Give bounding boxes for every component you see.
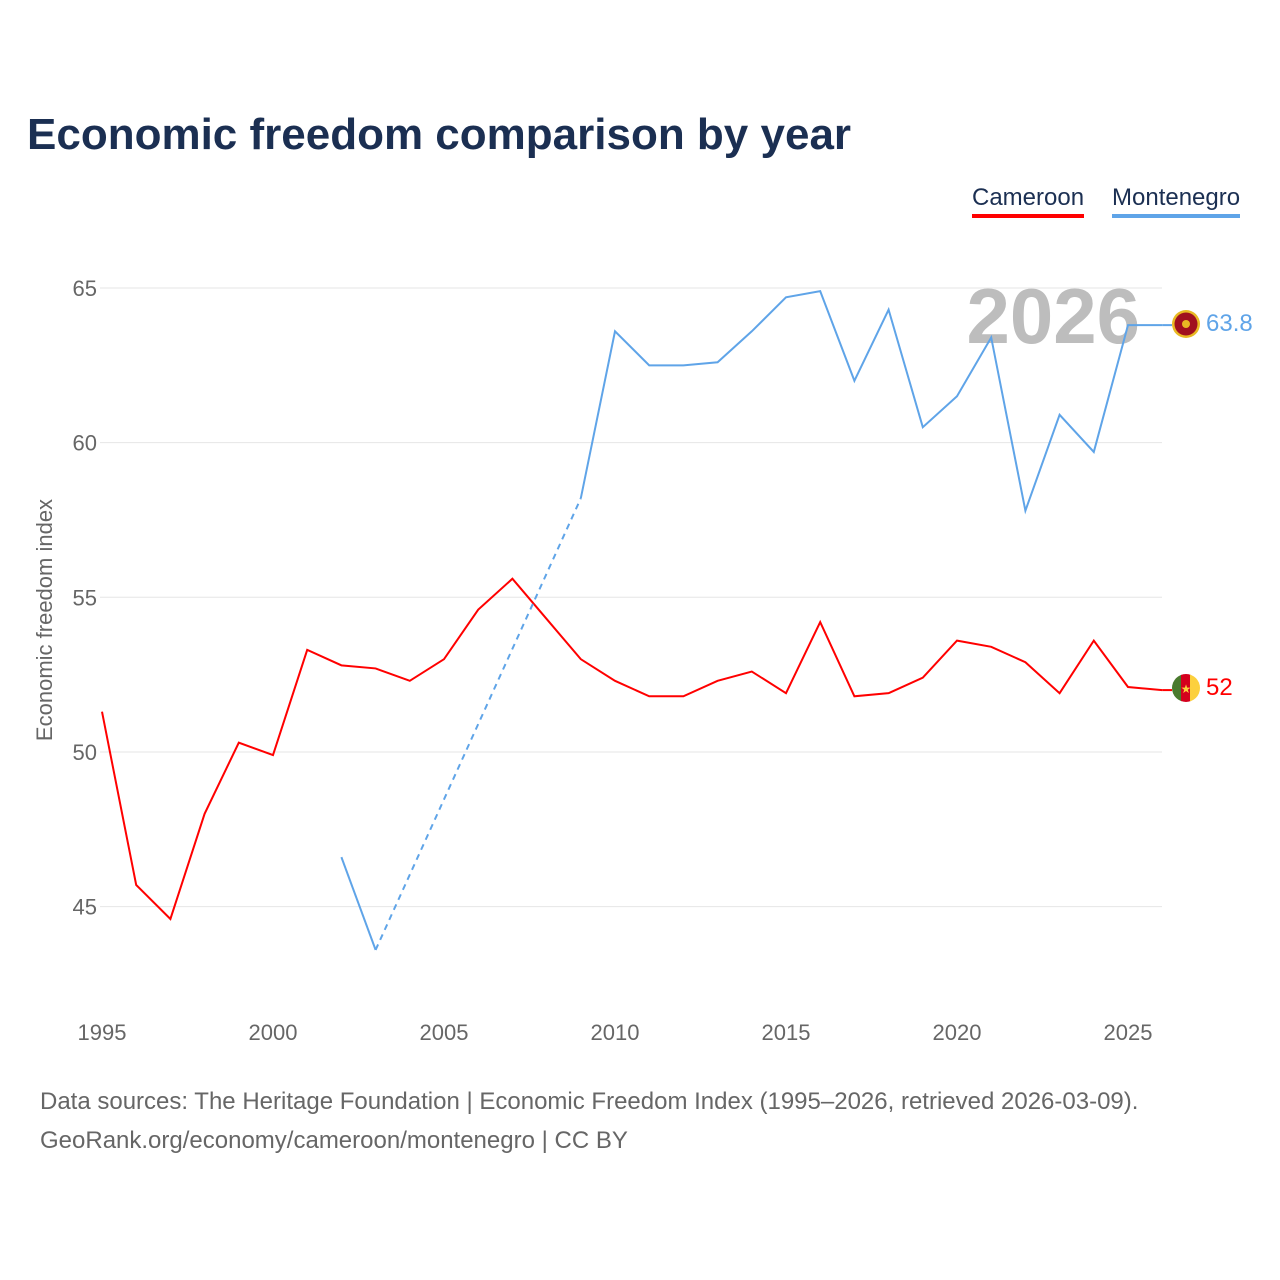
- footer-attribution[interactable]: GeoRank.org/economy/cameroon/montenegro …: [40, 1127, 628, 1154]
- x-tick-label: 2000: [249, 1020, 298, 1045]
- x-tick-label: 2010: [591, 1020, 640, 1045]
- series-line-montenegro: [340, 856, 377, 951]
- y-axis-label: Economic freedom index: [32, 499, 57, 741]
- y-tick-label: 50: [73, 740, 97, 765]
- flag-cameroon-icon: ★: [1172, 674, 1200, 702]
- end-label-cameroon: 52: [1206, 674, 1233, 701]
- y-tick-label: 60: [73, 431, 97, 456]
- y-tick-label: 45: [73, 895, 97, 920]
- series-gap-montenegro: [374, 497, 582, 951]
- y-tick-label: 65: [73, 276, 97, 301]
- x-tick-label: 2025: [1104, 1020, 1153, 1045]
- legend-cameroon[interactable]: Cameroon: [972, 184, 1085, 218]
- end-label-montenegro: 63.8: [1206, 310, 1253, 337]
- x-tick-label: 2005: [420, 1020, 469, 1045]
- series-line-montenegro: [579, 289, 1163, 515]
- legend-montenegro[interactable]: Montenegro: [1112, 184, 1241, 218]
- x-tick-label: 1995: [78, 1020, 127, 1045]
- footer-sources: Data sources: The Heritage Foundation | …: [40, 1088, 1139, 1115]
- svg-text:★: ★: [1181, 682, 1192, 696]
- flag-montenegro-icon: [1172, 310, 1200, 338]
- year-watermark: 2026: [966, 272, 1140, 360]
- x-tick-label: 2015: [762, 1020, 811, 1045]
- y-tick-label: 55: [73, 585, 97, 610]
- series-line-cameroon: [101, 577, 1163, 921]
- x-tick-label: 2020: [933, 1020, 982, 1045]
- chart-title: Economic freedom comparison by year: [27, 110, 852, 159]
